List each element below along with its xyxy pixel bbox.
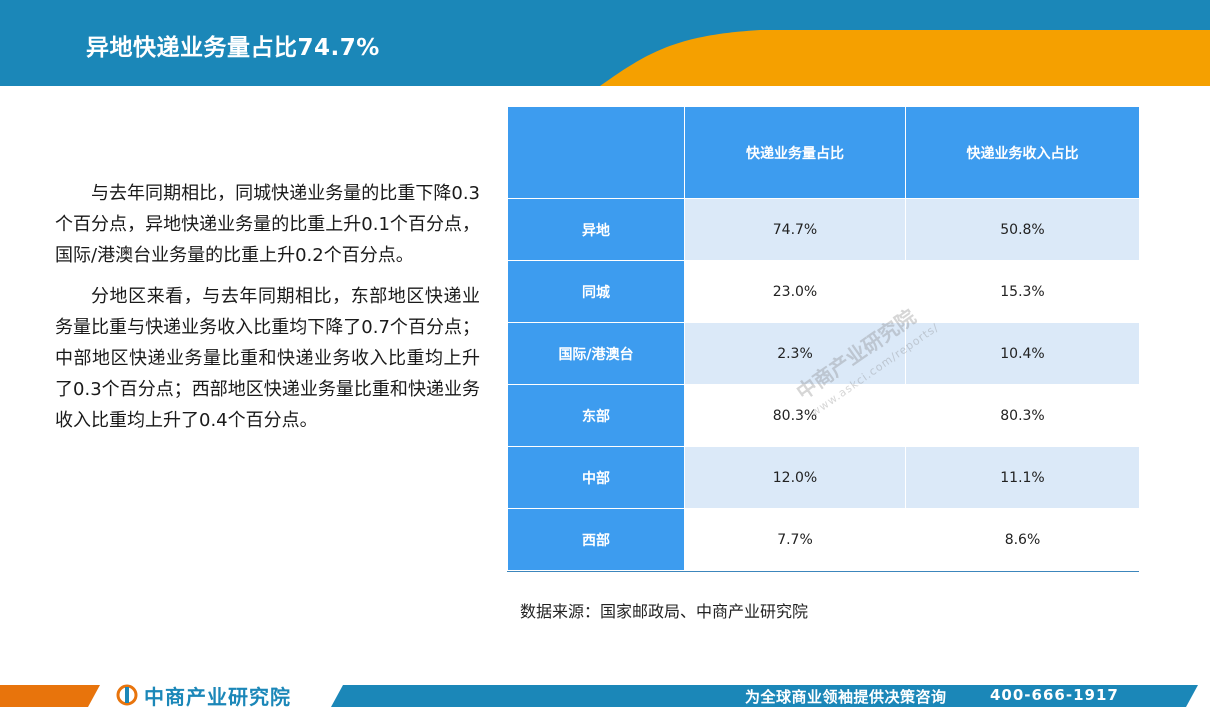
footer-slogan: 为全球商业领袖提供决策咨询 (745, 688, 947, 706)
column-header-revenue: 快递业务收入占比 (905, 106, 1140, 199)
data-table-wrapper: 快递业务量占比 快递业务收入占比 异地 74.7% 50.8% 同城 23.0%… (507, 106, 1140, 572)
footer-decoration (0, 685, 1198, 707)
revenue-cell: 50.8% (905, 198, 1140, 261)
revenue-cell: 10.4% (905, 322, 1140, 385)
volume-cell: 74.7% (684, 198, 906, 261)
volume-cell: 23.0% (684, 260, 906, 323)
revenue-cell: 80.3% (905, 384, 1140, 447)
row-label: 国际/港澳台 (507, 322, 685, 385)
data-source-note: 数据来源：国家邮政局、中商产业研究院 (520, 602, 809, 621)
paragraph-2: 分地区来看，与去年同期相比，东部地区快递业务量比重与快递业务收入比重均下降了0.… (55, 286, 480, 431)
company-logo-icon (116, 684, 138, 706)
revenue-cell: 8.6% (905, 508, 1140, 571)
table-header-row: 快递业务量占比 快递业务收入占比 (507, 106, 1140, 199)
volume-cell: 12.0% (684, 446, 906, 509)
table-row: 中部 12.0% 11.1% (507, 446, 1140, 509)
paragraph-1: 与去年同期相比，同城快递业务量的比重下降0.3个百分点，异地快递业务量的比重上升… (55, 183, 480, 266)
row-label: 中部 (507, 446, 685, 509)
header-banner: 异地快递业务量占比74.7% (0, 0, 1210, 86)
table-row: 同城 23.0% 15.3% (507, 260, 1140, 323)
body-text: 与去年同期相比，同城快递业务量的比重下降0.3个百分点，异地快递业务量的比重上升… (55, 178, 480, 446)
table-row: 异地 74.7% 50.8% (507, 198, 1140, 261)
header-orange-wave (600, 30, 1210, 86)
row-label: 东部 (507, 384, 685, 447)
footer-bar (0, 681, 1210, 711)
table-corner-cell (507, 106, 685, 199)
table-row: 东部 80.3% 80.3% (507, 384, 1140, 447)
row-label: 异地 (507, 198, 685, 261)
revenue-cell: 15.3% (905, 260, 1140, 323)
row-label: 同城 (507, 260, 685, 323)
data-table: 快递业务量占比 快递业务收入占比 异地 74.7% 50.8% 同城 23.0%… (507, 106, 1140, 571)
column-header-volume: 快递业务量占比 (684, 106, 906, 199)
footer-logo: 中商产业研究院 (116, 684, 291, 709)
row-label: 西部 (507, 508, 685, 571)
volume-cell: 2.3% (684, 322, 906, 385)
table-row: 国际/港澳台 2.3% 10.4% (507, 322, 1140, 385)
volume-cell: 80.3% (684, 384, 906, 447)
footer-phone: 400-666-1917 (990, 686, 1119, 704)
page-title: 异地快递业务量占比74.7% (86, 35, 380, 61)
volume-cell: 7.7% (684, 508, 906, 571)
revenue-cell: 11.1% (905, 446, 1140, 509)
footer-logo-text: 中商产业研究院 (144, 684, 291, 709)
table-row: 西部 7.7% 8.6% (507, 508, 1140, 571)
